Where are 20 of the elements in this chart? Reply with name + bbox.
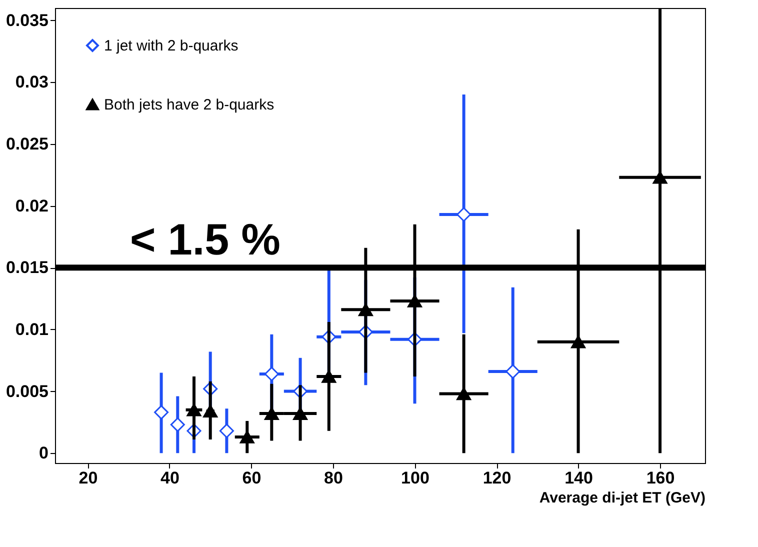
y-tick-label: 0.01	[15, 320, 48, 339]
y-tick-label: 0.025	[6, 134, 48, 154]
y-tick-label: 0.035	[6, 10, 48, 30]
y-tick-label: 0.02	[15, 196, 48, 216]
x-tick-label: 40	[160, 468, 180, 488]
y-tick-label: 0.03	[15, 72, 48, 92]
x-tick-label: 60	[242, 468, 262, 488]
x-tick-label: 120	[482, 468, 512, 488]
x-tick-label: 20	[78, 468, 98, 488]
ref-line-label: < 1.5 %	[130, 216, 280, 265]
y-tick-label: 0.005	[6, 382, 48, 401]
x-tick-label: 140	[564, 468, 593, 488]
y-tick-label: 0.015	[6, 258, 48, 278]
x-tick-label: 160	[646, 468, 675, 488]
y-tick-label: 0	[39, 444, 48, 463]
legend-label: 1 jet with 2 b-quarks	[104, 38, 238, 54]
x-tick-label: 100	[401, 468, 430, 488]
legend-label: Both jets have 2 b-quarks	[104, 96, 274, 114]
x-axis-title: Average di-jet ET (GeV)	[539, 490, 706, 506]
x-tick-label: 80	[324, 468, 343, 488]
